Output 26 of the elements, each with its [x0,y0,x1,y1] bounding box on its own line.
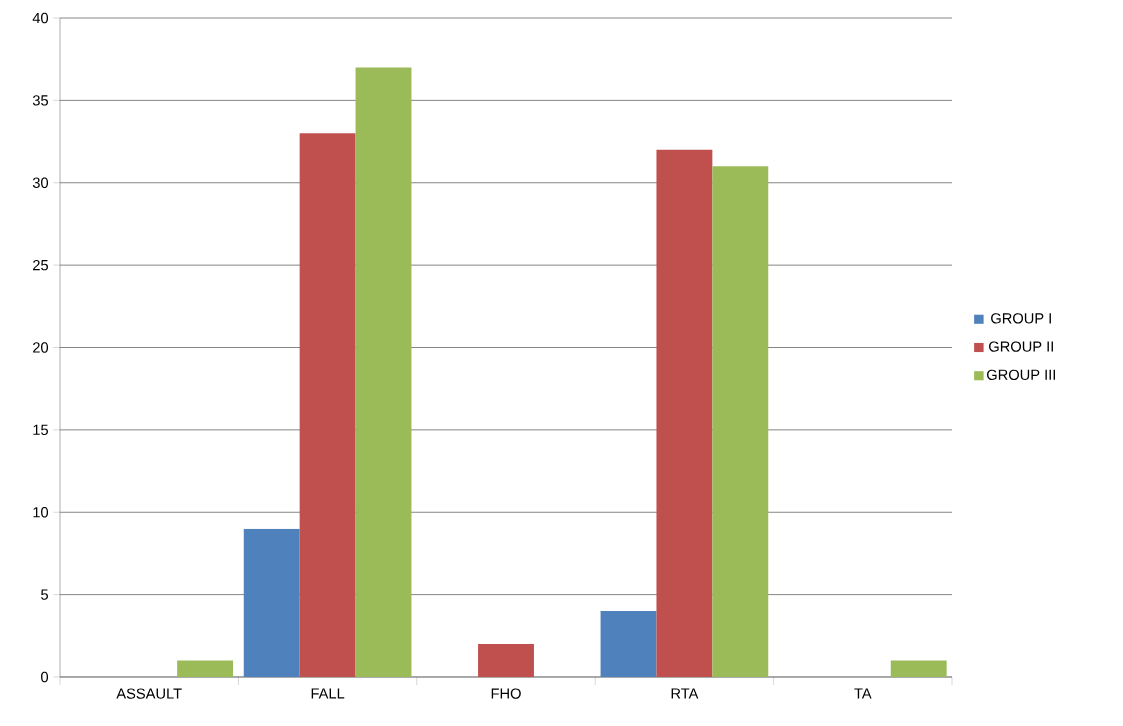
y-tick-label: 15 [33,424,48,435]
legend-label: GROUP II [989,341,1053,352]
y-tick-label: 10 [33,507,49,518]
legend-label: GROUP III [987,369,1055,381]
y-tick-label: 40 [32,12,49,24]
x-tick-label: FHO [491,688,521,699]
y-tick-label: 20 [33,342,49,353]
x-tick-label: TA [854,688,872,699]
y-tick-label: 5 [41,589,48,600]
bar [890,660,947,677]
y-tick-label: 30 [32,177,49,188]
y-tick-label: 0 [41,671,49,683]
x-tick-label: FALL [311,688,345,699]
bar [478,644,534,677]
bar [355,67,412,677]
bar [243,528,300,677]
bar [177,660,234,677]
y-tick-label: 25 [33,259,48,271]
bar [299,133,356,677]
bar [712,166,769,677]
legend-label: GROUP I [991,313,1051,324]
x-tick-label: RTA [671,688,699,699]
y-tick-label: 35 [32,95,48,106]
bar [656,149,713,677]
x-tick-label: ASSAULT [116,688,182,699]
bar [600,611,657,677]
